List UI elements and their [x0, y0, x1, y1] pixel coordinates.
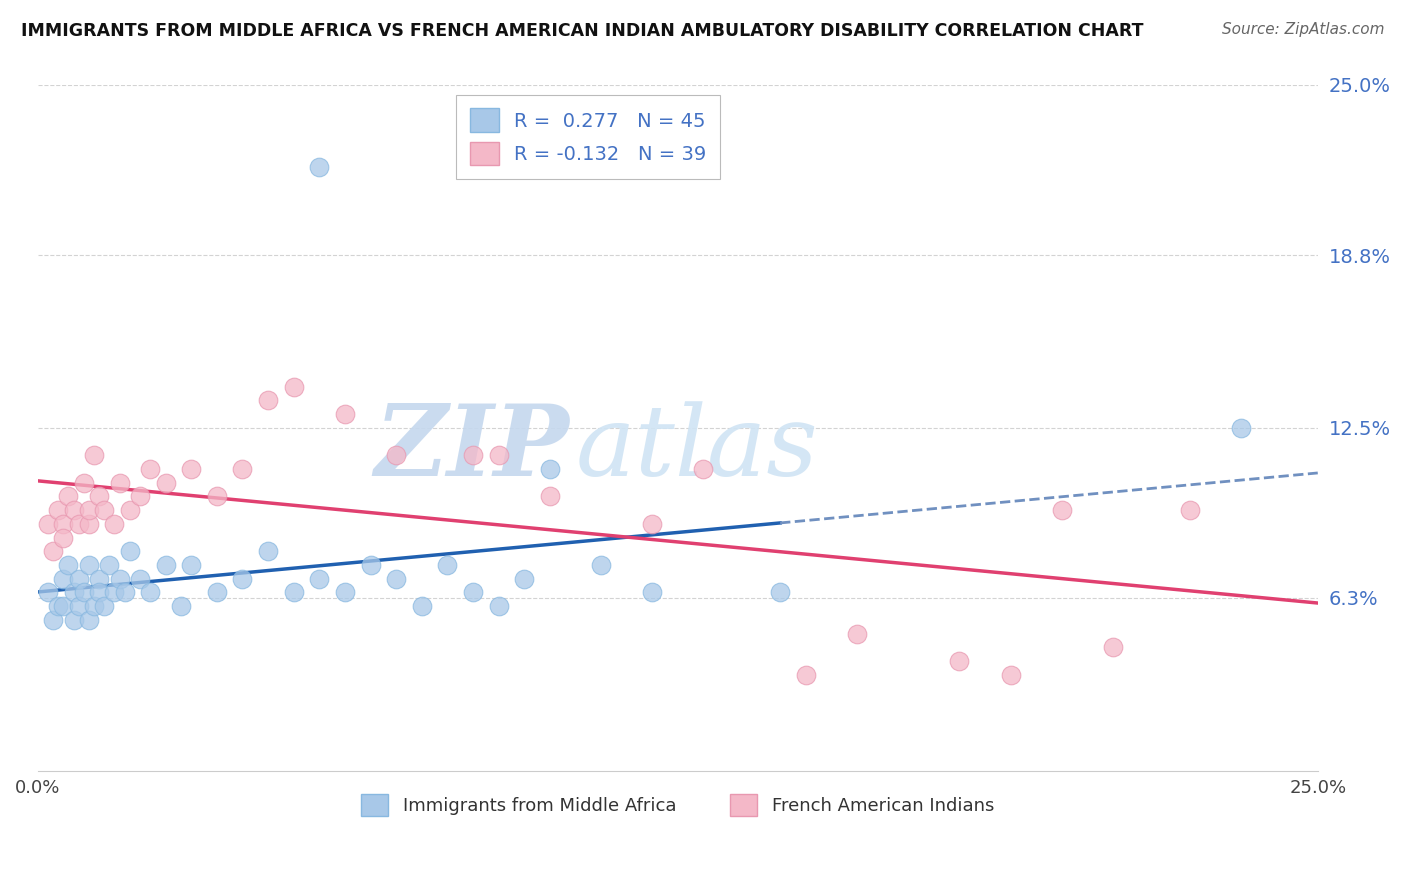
Point [170, 599, 193, 613]
Point [948, 654, 970, 668]
Point [257, 393, 280, 408]
Point [1230, 421, 1253, 435]
Point [461, 585, 484, 599]
Point [67, 572, 90, 586]
Point [52, 599, 75, 613]
Point [108, 475, 131, 490]
Point [333, 407, 356, 421]
Point [89, 489, 111, 503]
Point [205, 489, 228, 503]
Point [180, 558, 202, 572]
Point [62, 503, 84, 517]
Point [1178, 503, 1201, 517]
Point [1102, 640, 1125, 655]
Point [205, 585, 228, 599]
Point [641, 516, 664, 531]
Point [436, 558, 458, 572]
Text: ZIP: ZIP [374, 401, 569, 497]
Point [488, 599, 510, 613]
Point [58, 489, 80, 503]
Point [769, 585, 792, 599]
Point [360, 558, 382, 572]
Point [42, 613, 65, 627]
Point [794, 667, 817, 681]
Point [37, 585, 59, 599]
Point [118, 544, 141, 558]
Point [77, 558, 100, 572]
Point [62, 585, 84, 599]
Point [77, 503, 100, 517]
Point [180, 462, 202, 476]
Point [83, 448, 105, 462]
Point [103, 516, 125, 531]
Point [93, 503, 115, 517]
Point [155, 558, 177, 572]
Point [77, 516, 100, 531]
Point [98, 558, 121, 572]
Point [155, 475, 177, 490]
Point [129, 489, 152, 503]
Point [67, 516, 90, 531]
Point [37, 516, 59, 531]
Point [589, 558, 612, 572]
Text: Source: ZipAtlas.com: Source: ZipAtlas.com [1222, 22, 1385, 37]
Point [1050, 503, 1073, 517]
Point [139, 585, 162, 599]
Point [692, 462, 714, 476]
Point [42, 544, 65, 558]
Point [52, 516, 75, 531]
Point [108, 572, 131, 586]
Point [308, 572, 330, 586]
Point [308, 160, 330, 174]
Point [46, 599, 69, 613]
Point [103, 585, 125, 599]
Point [513, 572, 536, 586]
Point [385, 572, 408, 586]
Point [52, 531, 75, 545]
Point [641, 585, 664, 599]
Point [231, 572, 253, 586]
Point [46, 503, 69, 517]
Point [89, 572, 111, 586]
Point [118, 503, 141, 517]
Point [845, 626, 868, 640]
Point [538, 462, 561, 476]
Point [283, 379, 305, 393]
Point [538, 489, 561, 503]
Point [231, 462, 253, 476]
Point [139, 462, 162, 476]
Point [83, 599, 105, 613]
Point [283, 585, 305, 599]
Point [385, 448, 408, 462]
Text: IMMIGRANTS FROM MIDDLE AFRICA VS FRENCH AMERICAN INDIAN AMBULATORY DISABILITY CO: IMMIGRANTS FROM MIDDLE AFRICA VS FRENCH … [21, 22, 1143, 40]
Point [1000, 667, 1022, 681]
Point [58, 558, 80, 572]
Point [488, 448, 510, 462]
Point [77, 613, 100, 627]
Point [129, 572, 152, 586]
Point [461, 448, 484, 462]
Point [411, 599, 433, 613]
Point [73, 475, 96, 490]
Point [67, 599, 90, 613]
Point [114, 585, 136, 599]
Point [93, 599, 115, 613]
Legend: Immigrants from Middle Africa, French American Indians: Immigrants from Middle Africa, French Am… [354, 787, 1001, 823]
Point [89, 585, 111, 599]
Text: atlas: atlas [575, 401, 818, 496]
Point [257, 544, 280, 558]
Point [73, 585, 96, 599]
Point [333, 585, 356, 599]
Point [52, 572, 75, 586]
Point [62, 613, 84, 627]
